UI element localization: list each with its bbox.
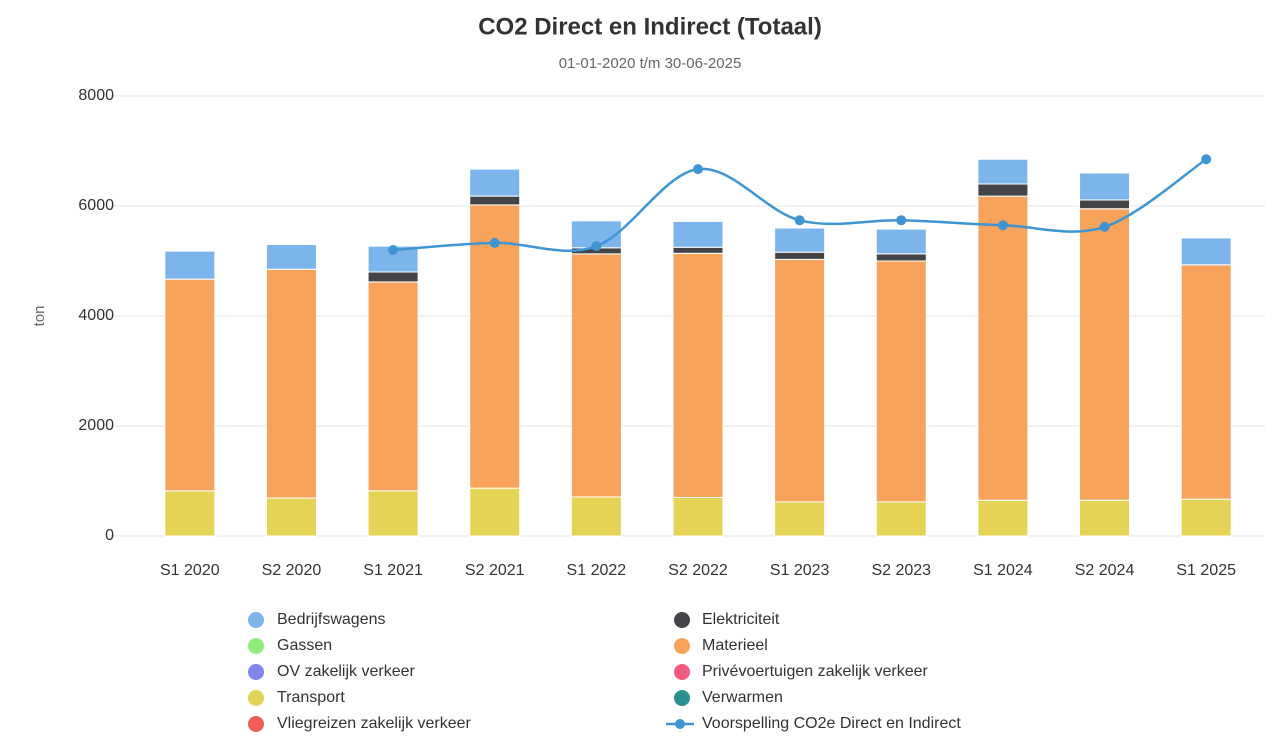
- forecast-point: [1099, 221, 1110, 232]
- bar-segment: [367, 271, 419, 283]
- legend-label: Transport: [277, 689, 345, 706]
- legend-label: Vliegreizen zakelijk verkeer: [277, 715, 472, 732]
- bar-segment: [672, 252, 724, 498]
- bar-segment: [164, 278, 216, 492]
- x-tick-label: S2 2024: [1075, 562, 1135, 579]
- x-tick-label: S1 2021: [363, 562, 423, 579]
- legend-marker: [674, 612, 690, 628]
- legend-label: Privévoertuigen zakelijk verkeer: [702, 663, 929, 680]
- bar-segment: [977, 158, 1029, 185]
- bar-segment: [1079, 499, 1131, 537]
- y-tick-label: 0: [105, 527, 114, 544]
- bar-segment: [774, 251, 826, 260]
- bar-segment: [570, 253, 622, 498]
- forecast-point: [1201, 154, 1212, 165]
- forecast-point: [794, 215, 805, 226]
- bar-segment: [1180, 498, 1232, 537]
- y-axis-title: ton: [31, 306, 48, 327]
- legend-label: Bedrijfswagens: [277, 611, 386, 628]
- legend-marker: [248, 690, 264, 706]
- legend-label: Gassen: [277, 637, 332, 654]
- bar-segment: [469, 487, 521, 537]
- bar-segment: [164, 250, 216, 280]
- chart-subtitle: 01-01-2020 t/m 30-06-2025: [559, 55, 742, 72]
- legend-marker: [248, 612, 264, 628]
- x-tick-label: S1 2024: [973, 562, 1033, 579]
- bar-segment: [774, 501, 826, 537]
- bar-segment: [1180, 264, 1232, 500]
- bar-segment: [469, 168, 521, 197]
- forecast-point: [896, 215, 907, 226]
- bar-segment: [875, 501, 927, 537]
- bar-segment: [367, 281, 419, 492]
- bar-segment: [875, 260, 927, 503]
- bar-segment: [672, 220, 724, 248]
- bar-segment: [672, 246, 724, 254]
- legend-label: OV zakelijk verkeer: [277, 663, 415, 680]
- x-tick-label: S2 2022: [668, 562, 728, 579]
- bar-segment: [875, 228, 927, 255]
- bar-segment: [570, 496, 622, 537]
- forecast-point: [388, 245, 399, 255]
- bar-segment: [774, 227, 826, 253]
- legend-marker: [674, 690, 690, 706]
- bar-segment: [977, 499, 1029, 537]
- x-tick-label: S2 2023: [871, 562, 931, 579]
- bar-segment: [875, 253, 927, 262]
- bar-segment: [672, 497, 724, 537]
- bar-segment: [1079, 172, 1131, 201]
- bar-segment: [164, 490, 216, 537]
- bar-segment: [265, 268, 317, 499]
- y-tick-label: 2000: [78, 417, 114, 434]
- bar-segment: [977, 195, 1029, 501]
- bar-segment: [367, 490, 419, 537]
- x-tick-label: S1 2020: [160, 562, 220, 579]
- bar-segment: [977, 183, 1029, 197]
- legend-label: Elektriciteit: [702, 611, 780, 628]
- forecast-point: [489, 237, 500, 248]
- x-tick-label: S1 2025: [1176, 562, 1236, 579]
- x-tick-label: S2 2021: [465, 562, 525, 579]
- legend-marker: [674, 664, 690, 680]
- x-tick-label: S2 2020: [262, 562, 322, 579]
- x-tick-label: S1 2022: [567, 562, 627, 579]
- bar-segment: [774, 258, 826, 503]
- legend-marker: [675, 719, 685, 729]
- legend-label: Materieel: [702, 637, 768, 654]
- bar-segment: [469, 195, 521, 206]
- bar-segment: [469, 204, 521, 489]
- chart-title: CO2 Direct en Indirect (Totaal): [478, 13, 822, 40]
- x-tick-label: S1 2023: [770, 562, 830, 579]
- forecast-point: [591, 241, 602, 252]
- legend-label: Voorspelling CO2e Direct en Indirect: [702, 715, 961, 732]
- bar-segment: [1079, 199, 1131, 210]
- bar-segment: [265, 497, 317, 537]
- forecast-point: [997, 220, 1008, 231]
- y-tick-label: 6000: [78, 197, 114, 214]
- legend-marker: [248, 716, 264, 732]
- bar-segment: [265, 244, 317, 270]
- legend-label: Verwarmen: [702, 689, 783, 706]
- forecast-point: [693, 164, 703, 175]
- legend-marker: [674, 638, 690, 654]
- y-tick-label: 4000: [78, 307, 114, 324]
- y-tick-label: 8000: [78, 87, 114, 104]
- bar-segment: [1180, 237, 1232, 266]
- bar-segment: [1079, 208, 1131, 501]
- legend-marker: [248, 664, 264, 680]
- legend-marker: [248, 638, 264, 654]
